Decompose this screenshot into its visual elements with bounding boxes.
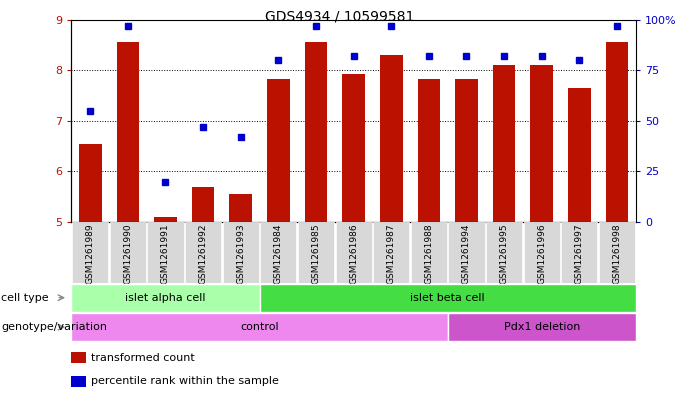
- Bar: [71, 352, 86, 363]
- FancyBboxPatch shape: [448, 222, 485, 283]
- Bar: [530, 65, 553, 222]
- Bar: [116, 42, 139, 222]
- Text: GSM1261985: GSM1261985: [311, 224, 320, 285]
- Text: GSM1261997: GSM1261997: [575, 224, 584, 285]
- Text: GSM1261996: GSM1261996: [537, 224, 546, 285]
- FancyBboxPatch shape: [561, 222, 598, 283]
- Text: Pdx1 deletion: Pdx1 deletion: [504, 322, 580, 332]
- Bar: [606, 42, 628, 222]
- Bar: [342, 74, 365, 222]
- FancyBboxPatch shape: [335, 222, 372, 283]
- FancyBboxPatch shape: [447, 313, 636, 341]
- FancyBboxPatch shape: [148, 222, 184, 283]
- Bar: [71, 376, 86, 387]
- Text: GSM1261995: GSM1261995: [500, 224, 509, 285]
- Text: islet alpha cell: islet alpha cell: [125, 293, 206, 303]
- FancyBboxPatch shape: [411, 222, 447, 283]
- Bar: [192, 187, 214, 222]
- Bar: [380, 55, 403, 222]
- Bar: [418, 79, 440, 222]
- Text: GSM1261991: GSM1261991: [161, 224, 170, 285]
- Text: GSM1261984: GSM1261984: [274, 224, 283, 285]
- FancyBboxPatch shape: [260, 222, 296, 283]
- Text: GSM1261994: GSM1261994: [462, 224, 471, 285]
- FancyBboxPatch shape: [486, 222, 522, 283]
- Bar: [568, 88, 591, 222]
- FancyBboxPatch shape: [72, 222, 108, 283]
- Bar: [267, 79, 290, 222]
- Text: GSM1261988: GSM1261988: [424, 224, 433, 285]
- FancyBboxPatch shape: [71, 313, 447, 341]
- Text: genotype/variation: genotype/variation: [1, 322, 107, 332]
- FancyBboxPatch shape: [373, 222, 409, 283]
- Bar: [79, 143, 101, 222]
- Text: cell type: cell type: [1, 293, 49, 303]
- Text: GSM1261990: GSM1261990: [123, 224, 133, 285]
- Text: islet beta cell: islet beta cell: [410, 293, 485, 303]
- FancyBboxPatch shape: [222, 222, 259, 283]
- FancyBboxPatch shape: [260, 284, 636, 312]
- Text: GSM1261989: GSM1261989: [86, 224, 95, 285]
- Text: GSM1261998: GSM1261998: [613, 224, 622, 285]
- FancyBboxPatch shape: [599, 222, 635, 283]
- FancyBboxPatch shape: [524, 222, 560, 283]
- Bar: [154, 217, 177, 222]
- Text: GSM1261987: GSM1261987: [387, 224, 396, 285]
- FancyBboxPatch shape: [298, 222, 334, 283]
- Bar: [493, 65, 515, 222]
- Text: GSM1261986: GSM1261986: [349, 224, 358, 285]
- Text: transformed count: transformed count: [91, 353, 195, 363]
- FancyBboxPatch shape: [185, 222, 221, 283]
- Text: GSM1261993: GSM1261993: [236, 224, 245, 285]
- Text: GSM1261992: GSM1261992: [199, 224, 207, 285]
- Bar: [455, 79, 478, 222]
- Text: percentile rank within the sample: percentile rank within the sample: [91, 376, 279, 386]
- Text: GDS4934 / 10599581: GDS4934 / 10599581: [265, 10, 415, 24]
- Bar: [229, 194, 252, 222]
- FancyBboxPatch shape: [71, 284, 260, 312]
- Text: control: control: [240, 322, 279, 332]
- FancyBboxPatch shape: [109, 222, 146, 283]
- Bar: [305, 42, 327, 222]
